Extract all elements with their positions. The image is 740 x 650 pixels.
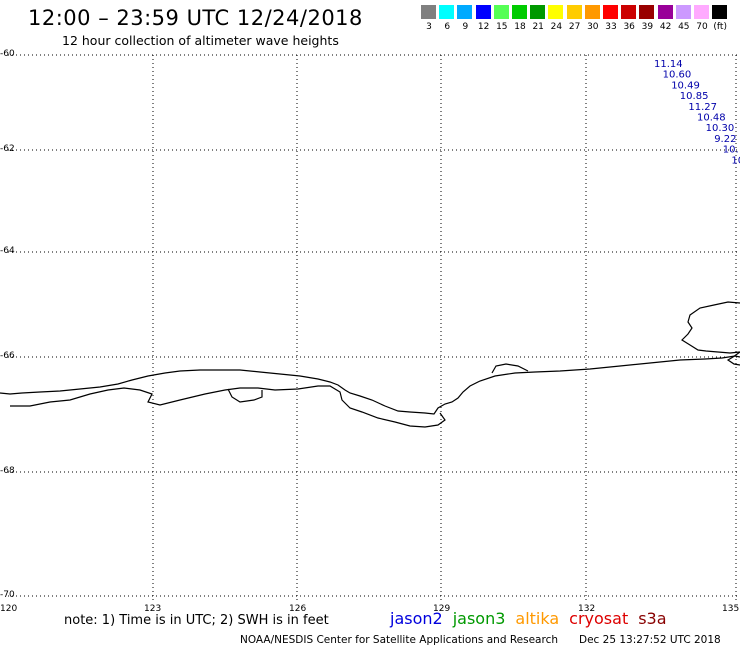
wave-height-label: 11.27 bbox=[688, 102, 717, 113]
coastline-island-east bbox=[681, 301, 740, 354]
scale-label: (ft) bbox=[713, 22, 727, 32]
scale-swatch bbox=[603, 5, 618, 19]
scale-label: 42 bbox=[659, 22, 672, 32]
longitude-label: 126 bbox=[289, 604, 307, 614]
scale-label: 21 bbox=[532, 22, 544, 32]
scale-label: 36 bbox=[623, 22, 635, 32]
satellite-altika: altika bbox=[515, 609, 560, 628]
scale-swatch bbox=[621, 5, 637, 19]
satellite-s3a: s3a bbox=[638, 609, 667, 628]
scale-swatch bbox=[512, 5, 527, 19]
wave-height-label: 10.49 bbox=[671, 80, 700, 91]
scale-label: 39 bbox=[641, 22, 654, 32]
wave-height-label: 10.30 bbox=[706, 123, 735, 134]
scale-swatch bbox=[657, 5, 673, 19]
scale-label: 24 bbox=[550, 22, 563, 32]
generation-timestamp: Dec 25 13:27:52 UTC 2018 bbox=[579, 634, 721, 646]
coastline-bay bbox=[227, 388, 263, 403]
satellite-cryosat: cryosat bbox=[569, 609, 629, 628]
scale-swatch bbox=[675, 5, 691, 19]
latitude-label: -66 bbox=[0, 351, 15, 361]
scale-label: 12 bbox=[477, 22, 490, 32]
longitude-label: 132 bbox=[578, 604, 596, 614]
scale-swatch bbox=[421, 5, 436, 19]
scale-label: 70 bbox=[696, 22, 708, 32]
latitude-label: -70 bbox=[0, 590, 15, 600]
satellite-jason3: jason3 bbox=[452, 609, 506, 628]
longitude-label: 123 bbox=[144, 604, 162, 614]
scale-label: 30 bbox=[587, 22, 599, 32]
scale-label: 3 bbox=[426, 22, 432, 32]
coastline-bulge bbox=[491, 363, 529, 374]
scale-label: 6 bbox=[444, 22, 451, 32]
longitude-label: 120 bbox=[0, 604, 18, 614]
chart-title: 12:00 – 23:59 UTC 12/24/2018 bbox=[28, 6, 363, 30]
scale-swatch bbox=[457, 5, 473, 19]
wave-height-label: 10 bbox=[731, 155, 740, 166]
scale-swatch bbox=[639, 5, 655, 19]
scale-swatch bbox=[493, 5, 509, 19]
latitude-label: -62 bbox=[0, 144, 15, 154]
coastline-main bbox=[0, 355, 740, 415]
footer-note: note: 1) Time is in UTC; 2) SWH is in fe… bbox=[64, 613, 329, 628]
scale-label: 45 bbox=[678, 22, 690, 32]
wave-height-label: 9.22 bbox=[714, 134, 736, 145]
wave-height-label: 10.48 bbox=[697, 113, 726, 124]
scale-swatch bbox=[548, 5, 564, 19]
coastline-inner bbox=[10, 385, 446, 428]
scale-label: 33 bbox=[605, 22, 617, 32]
wave-height-label: 10.60 bbox=[663, 70, 692, 81]
longitude-label: 129 bbox=[433, 604, 451, 614]
satellite-legend: jason2 jason3 altika cryosat s3a bbox=[390, 609, 677, 628]
coastline bbox=[0, 301, 740, 428]
scale-swatch bbox=[439, 5, 455, 19]
coastline-edge-east bbox=[726, 351, 740, 366]
wave-height-readings: 11.1410.6010.4910.8511.2710.4810.309.221… bbox=[654, 59, 740, 166]
credit-line: NOAA/NESDIS Center for Satellite Applica… bbox=[240, 634, 558, 646]
scale-swatch bbox=[475, 5, 491, 19]
gridlines bbox=[8, 54, 740, 600]
wave-height-label: 10.85 bbox=[680, 91, 709, 102]
scale-label: 27 bbox=[568, 22, 581, 32]
scale-swatch bbox=[694, 5, 709, 19]
longitude-label: 135 bbox=[722, 604, 740, 614]
chart-subtitle: 12 hour collection of altimeter wave hei… bbox=[62, 33, 339, 48]
satellite-jason2: jason2 bbox=[390, 609, 443, 628]
wave-height-label: 11.14 bbox=[654, 59, 683, 70]
scale-swatch bbox=[584, 5, 600, 19]
scale-swatch bbox=[530, 5, 546, 19]
latitude-label: -68 bbox=[0, 466, 15, 476]
latitude-label: -64 bbox=[0, 246, 15, 256]
scale-label: 9 bbox=[462, 22, 469, 32]
latitude-label: -60 bbox=[0, 49, 15, 59]
scale-swatch bbox=[566, 5, 582, 19]
scale-label: 18 bbox=[514, 22, 526, 32]
scale-swatch bbox=[712, 5, 728, 19]
wave-height-label: 10. bbox=[723, 145, 739, 156]
scale-label: 15 bbox=[496, 22, 508, 32]
